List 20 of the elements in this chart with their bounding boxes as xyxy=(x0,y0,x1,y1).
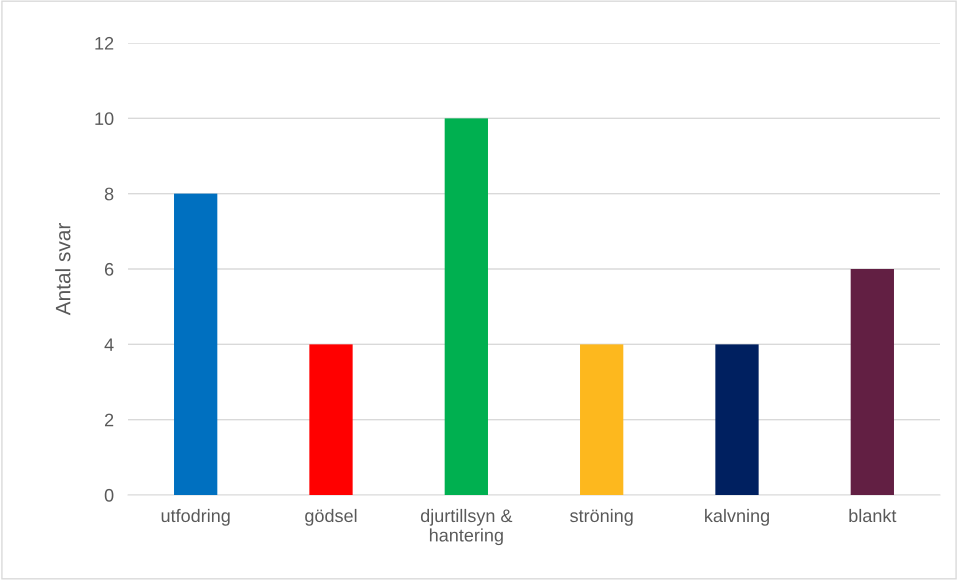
x-tick-label: blankt xyxy=(849,508,896,522)
bar xyxy=(309,344,353,495)
y-tick-label: 2 xyxy=(104,414,114,426)
x-tick-label: utfodring xyxy=(162,508,230,526)
y-tick-label: 12 xyxy=(95,36,114,50)
x-tick-label: ströning xyxy=(570,508,633,526)
y-tick-label: 10 xyxy=(95,112,114,126)
y-tick-label: 6 xyxy=(104,262,114,276)
y-tick-label: 4 xyxy=(104,338,114,351)
bar xyxy=(715,344,759,495)
y-tick-label: 0 xyxy=(104,488,114,502)
y-tick-label: 8 xyxy=(104,188,114,200)
bar xyxy=(580,344,624,495)
x-tick-label: kalvning xyxy=(705,508,769,526)
x-tick-label: djurtillsyn & hantering xyxy=(420,508,512,546)
x-tick-label: gödsel xyxy=(305,508,356,526)
bar xyxy=(850,269,894,495)
y-axis-title: Antal svar xyxy=(55,223,70,316)
bar xyxy=(174,194,218,495)
bar xyxy=(444,118,488,495)
